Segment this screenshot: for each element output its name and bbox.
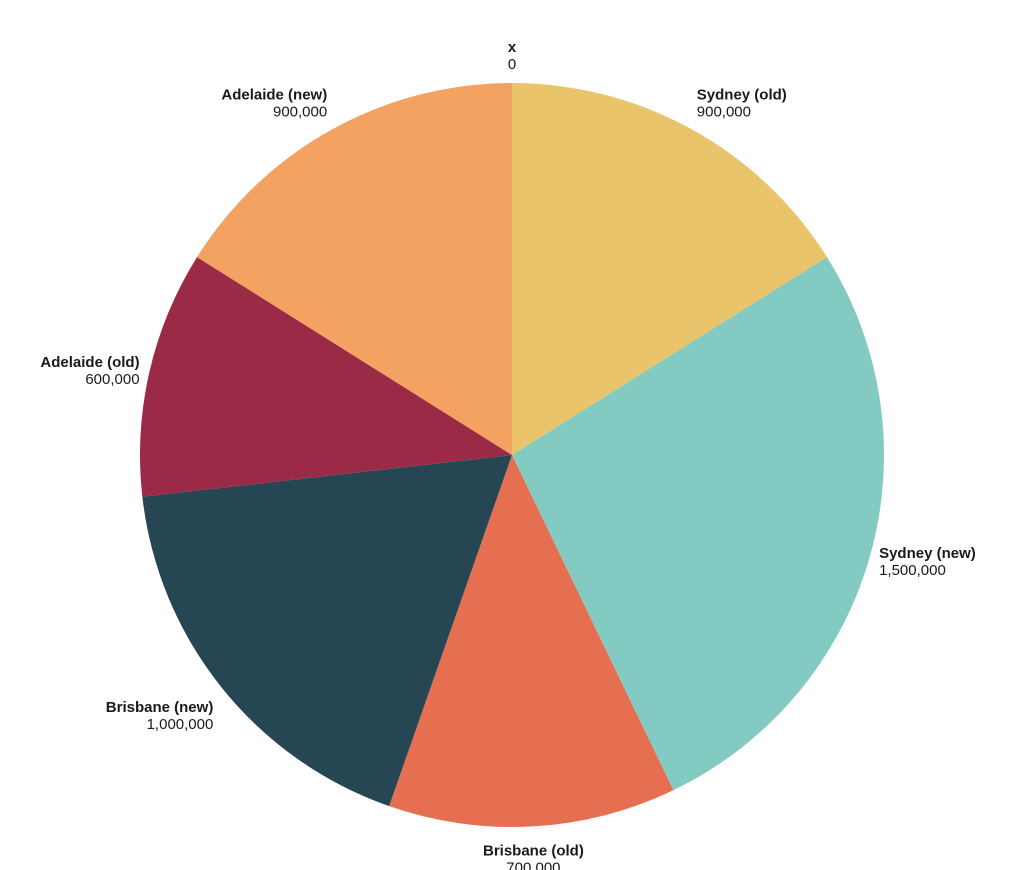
slice-value-x: 0	[508, 56, 516, 73]
pie-slice-brisbane-new[interactable]	[142, 455, 512, 807]
slice-label-x: x0	[508, 39, 517, 73]
slice-name-adelaide-new: Adelaide (new)	[221, 87, 327, 104]
slice-value-sydney-new: 1,500,000	[879, 562, 946, 579]
slice-name-brisbane-old: Brisbane (old)	[483, 842, 584, 859]
slice-label-brisbane-new: Brisbane (new)1,000,000	[106, 699, 214, 733]
slice-value-sydney-old: 900,000	[697, 104, 751, 121]
slice-name-x: x	[508, 39, 517, 56]
pie-slice-sydney-new[interactable]	[512, 257, 884, 791]
pie-slices	[140, 83, 884, 827]
pie-slice-adelaide-old[interactable]	[140, 257, 512, 497]
slice-name-brisbane-new: Brisbane (new)	[106, 699, 214, 716]
slice-name-sydney-new: Sydney (new)	[879, 545, 976, 562]
slice-name-adelaide-old: Adelaide (old)	[40, 354, 139, 371]
slice-label-sydney-old: Sydney (old)900,000	[697, 87, 787, 121]
slice-label-sydney-new: Sydney (new)1,500,000	[879, 545, 976, 579]
slice-label-brisbane-old: Brisbane (old)700,000	[483, 842, 584, 870]
slice-value-adelaide-new: 900,000	[273, 104, 327, 121]
slice-value-brisbane-old: 700,000	[506, 859, 560, 870]
slice-label-adelaide-old: Adelaide (old)600,000	[40, 354, 139, 388]
slice-value-brisbane-new: 1,000,000	[147, 716, 214, 733]
slice-name-sydney-old: Sydney (old)	[697, 87, 787, 104]
pie-slice-sydney-old[interactable]	[512, 83, 827, 455]
slice-value-adelaide-old: 600,000	[85, 371, 139, 388]
pie-slice-adelaide-new[interactable]	[197, 83, 512, 455]
slice-label-adelaide-new: Adelaide (new)900,000	[221, 87, 327, 121]
pie-slice-brisbane-old[interactable]	[389, 455, 674, 827]
